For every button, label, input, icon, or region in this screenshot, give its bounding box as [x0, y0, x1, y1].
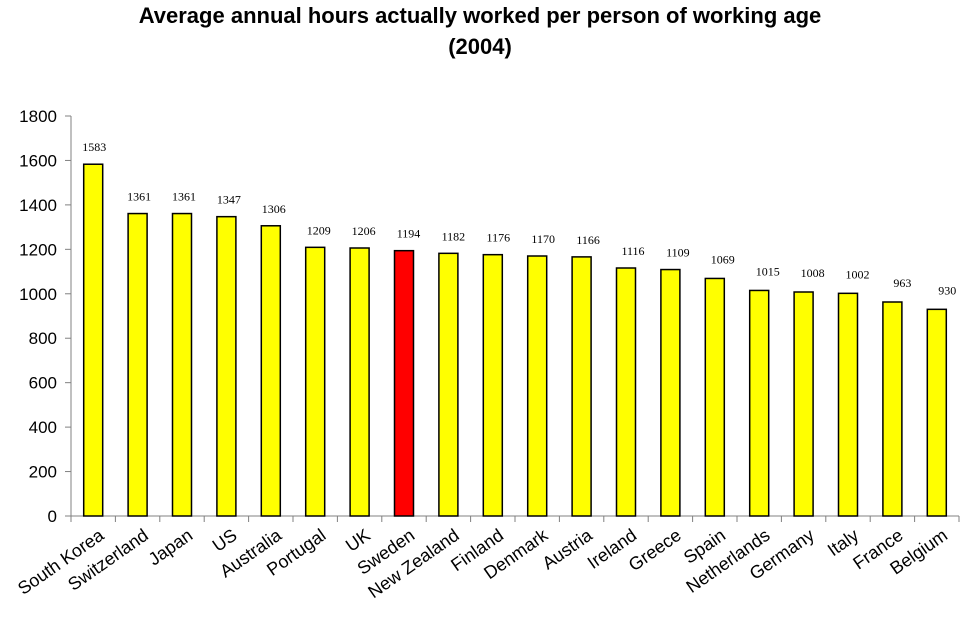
chart-title: Average annual hours actually worked per…: [138, 3, 822, 59]
bar-value-label: 1206: [352, 224, 376, 238]
bar-value-label: 1182: [442, 229, 466, 243]
bar-value-label: 1361: [127, 190, 151, 204]
bar-value-label: 1176: [487, 231, 511, 245]
bar-value-label: 1209: [307, 223, 331, 237]
y-tick-label: 200: [29, 463, 57, 482]
bar: [793, 291, 814, 517]
bar-value-label: 1015: [756, 264, 780, 278]
bar: [526, 255, 548, 517]
bar: [882, 301, 903, 517]
bar-value-label: 1306: [262, 202, 286, 216]
bar: [748, 289, 770, 517]
bar: [171, 212, 193, 517]
bar: [615, 267, 637, 517]
bar: [571, 256, 592, 517]
bar-value-label: 1109: [666, 246, 690, 260]
bar: [127, 212, 148, 517]
y-tick-label: 800: [29, 329, 57, 348]
y-tick-label: 400: [29, 418, 57, 437]
bar: [482, 253, 504, 517]
bar-value-label: 1347: [217, 193, 241, 207]
y-tick-label: 600: [29, 374, 57, 393]
y-tick-label: 0: [48, 507, 57, 526]
bar: [82, 163, 104, 517]
bar: [393, 249, 415, 517]
bar: [660, 268, 681, 517]
bar-value-label: 1166: [576, 233, 600, 247]
bar-value-label: 1361: [172, 190, 196, 204]
y-tick-label: 1600: [19, 151, 57, 170]
bar: [349, 247, 370, 517]
bar-value-label: 1583: [82, 140, 106, 154]
bar: [704, 277, 726, 517]
chart-bars: [82, 163, 948, 517]
bar: [837, 292, 859, 517]
bar-value-label: 1194: [397, 227, 421, 241]
y-tick-label: 1400: [19, 196, 57, 215]
bar: [304, 246, 326, 517]
bar-value-label: 1116: [621, 244, 644, 258]
bar: [260, 225, 282, 517]
bar-value-label: 1069: [711, 252, 735, 266]
bar-value-label: 963: [893, 276, 911, 290]
x-category-label: Japan: [145, 525, 197, 570]
bar-value-label: 1008: [801, 266, 825, 280]
x-category-label: Austria: [539, 524, 597, 573]
y-tick-label: 1200: [19, 240, 57, 259]
bar-value-label: 1002: [846, 267, 870, 281]
bar: [926, 308, 948, 517]
bar-value-label: 1170: [531, 232, 555, 246]
y-tick-label: 1000: [19, 285, 57, 304]
bar-value-label: 930: [938, 283, 956, 297]
bar: [438, 252, 459, 517]
y-tick-label: 1800: [19, 107, 57, 126]
bar: [216, 215, 237, 517]
